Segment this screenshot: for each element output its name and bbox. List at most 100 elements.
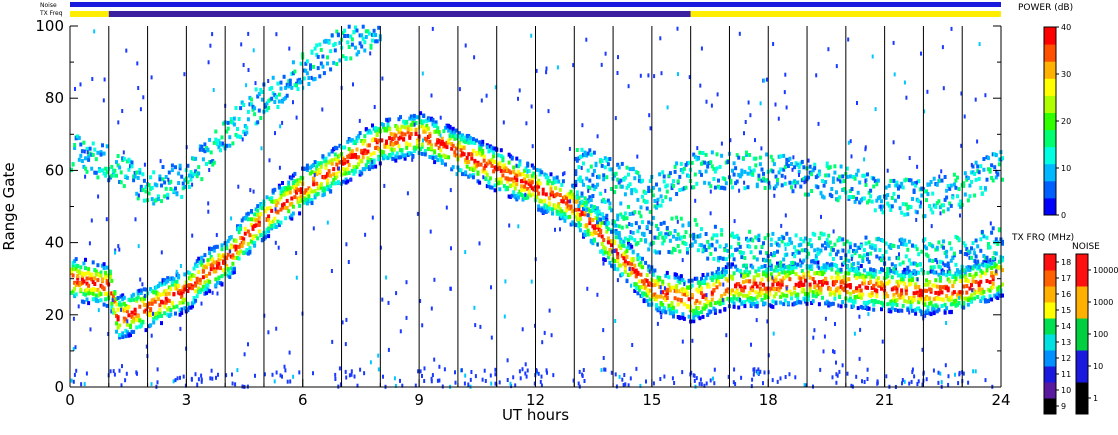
echo-cell [859,243,863,248]
echo-cell [571,192,575,197]
echo-cell [633,210,637,215]
echo-cell [600,368,603,373]
echo-cell [434,142,438,147]
echo-cell [547,179,551,184]
echo-cell [743,180,746,185]
echo-cell [776,177,779,182]
echo-cell [631,230,635,235]
echo-cell [189,277,193,282]
echo-cell [653,268,657,273]
echo-cell [799,276,803,281]
echo-cell [537,184,541,189]
echo-cell [101,143,104,148]
echo-cell [437,153,441,158]
echo-cell [575,212,579,217]
echo-cell [709,303,713,307]
echo-cell [895,303,899,307]
echo-cell [724,160,728,165]
echo-cell [299,194,303,199]
echo-cell [85,371,88,376]
echo-cell [713,169,717,174]
echo-cell [861,281,865,286]
echo-cell [546,175,550,180]
echo-cell [329,49,333,54]
echo-cell [226,126,230,131]
echo-cell [525,374,528,379]
echo-cell [628,246,632,251]
echo-cell [909,272,913,277]
echo-cell [236,134,239,139]
echo-cell [409,151,413,156]
echo-cell [845,166,849,171]
echo-cell [771,304,775,309]
echo-cell [181,300,185,305]
echo-cell [88,272,92,277]
echo-cell [769,242,773,247]
echo-cell [206,282,210,287]
echo-cell [830,275,834,280]
echo-cell [214,277,218,282]
echo-cell [288,190,292,195]
echo-cell [321,54,325,59]
echo-cell [770,252,773,256]
echo-cell [909,304,913,309]
echo-cell [430,145,433,150]
echo-cell [538,181,542,186]
echo-cell [422,119,426,124]
echo-cell [471,148,475,153]
echo-cell [290,85,294,90]
echo-cell [228,271,232,276]
echo-cell [989,258,992,263]
echo-cell [335,162,339,167]
echo-cell [825,161,829,166]
echo-cell [659,221,663,226]
echo-cell [977,176,981,181]
echo-cell [459,148,463,153]
echo-cell [782,263,786,268]
echo-cell [833,164,837,169]
echo-cell [628,212,632,216]
echo-cell [485,184,489,189]
echo-cell [155,183,159,188]
echo-cell [777,170,781,175]
echo-cell [566,204,570,209]
echo-cell [457,168,461,173]
echo-cell [656,203,660,208]
echo-cell [416,144,419,149]
echo-cell [833,296,837,301]
echo-cell [586,286,589,291]
echo-cell [347,153,351,158]
echo-cell [800,282,804,287]
echo-cell [319,164,323,169]
echo-cell [751,171,755,176]
echo-cell [468,135,472,140]
echo-cell [782,153,786,158]
echo-cell [749,286,753,291]
echo-cell [541,340,544,345]
echo-cell [741,280,745,285]
echo-cell [630,244,634,249]
echo-cell [748,299,752,304]
echo-cell [267,226,271,231]
echo-cell [704,304,708,309]
echo-cell [738,268,742,273]
echo-cell [450,246,452,251]
echo-cell [779,260,783,265]
echo-cell [900,292,904,297]
echo-cell [569,195,573,200]
echo-cell [382,374,384,379]
echo-cell [569,204,573,209]
echo-cell [430,143,433,148]
echo-cell [921,382,924,387]
echo-cell [537,178,541,183]
echo-cell [361,151,365,156]
echo-cell [631,166,635,171]
echo-cell [305,59,309,64]
echo-cell [577,207,581,212]
echo-cell [394,154,398,159]
echo-cell [875,254,879,259]
echo-cell [465,164,469,169]
echo-cell [589,231,593,236]
echo-cell [116,317,120,322]
echo-cell [677,72,679,77]
